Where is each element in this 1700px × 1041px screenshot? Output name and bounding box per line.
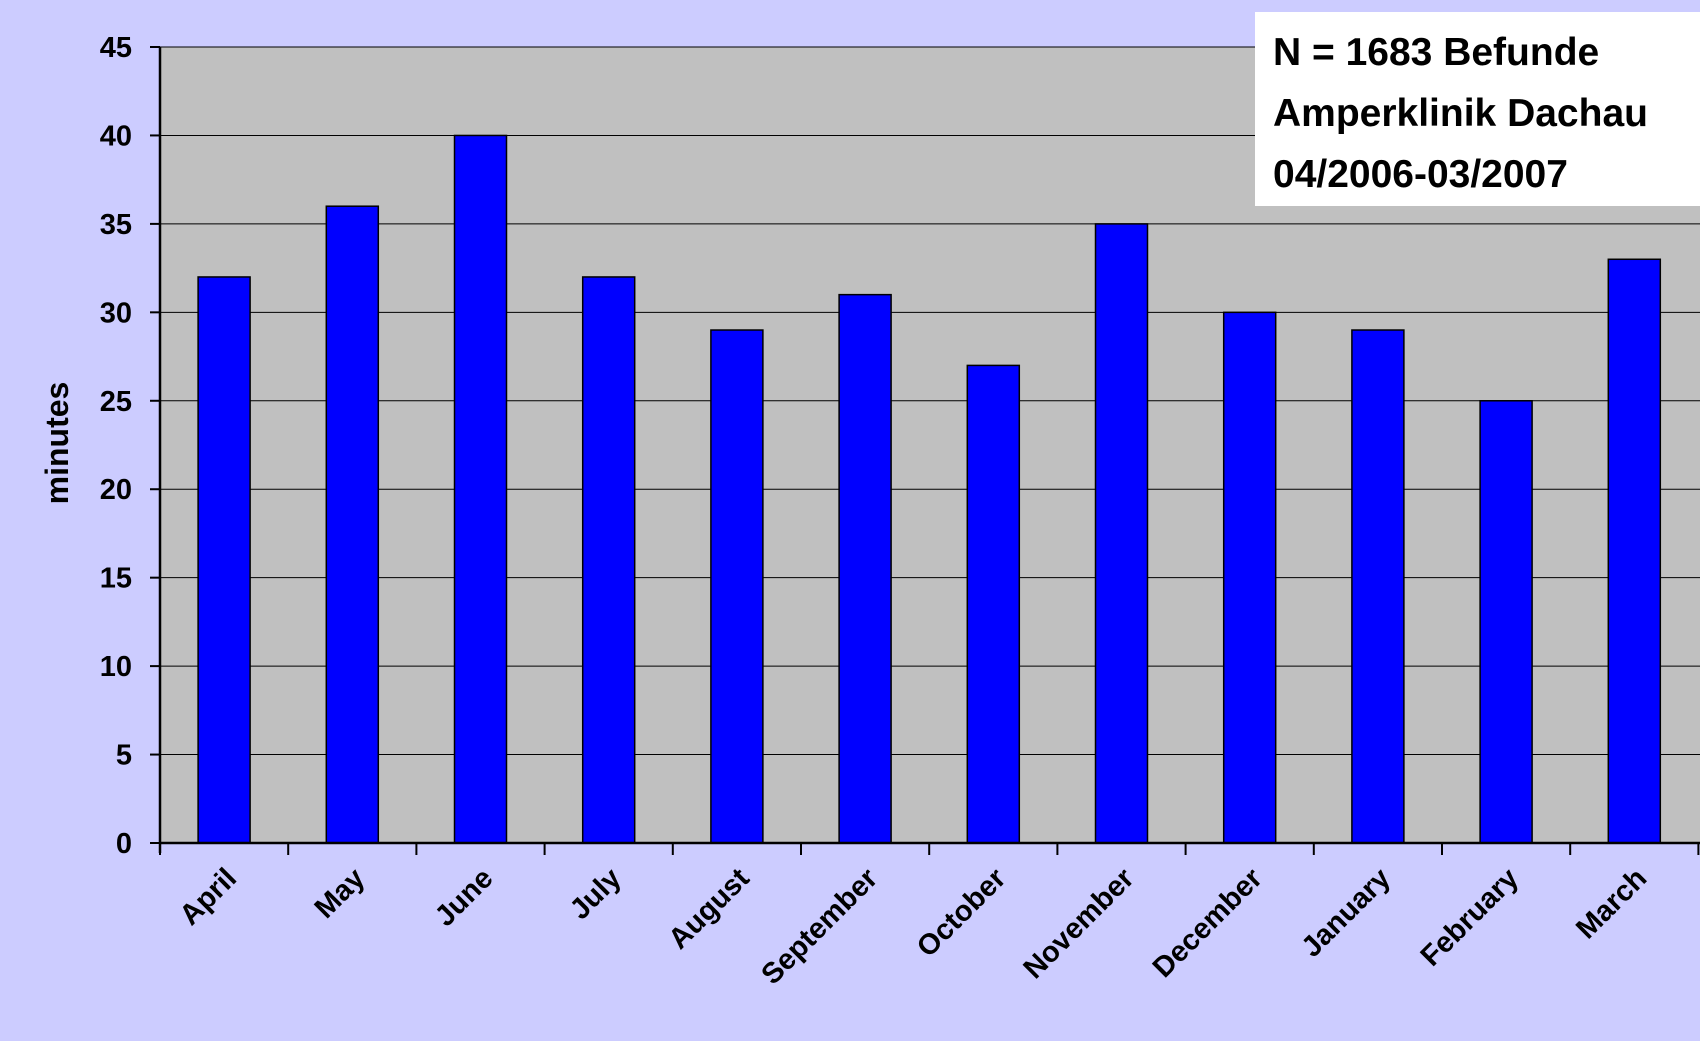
annotation-line-count: N = 1683 Befunde <box>1273 31 1600 74</box>
x-tick-label-july: July <box>564 862 628 926</box>
x-tick-label-november: November <box>1018 862 1141 985</box>
bar-june <box>453 134 508 844</box>
y-tick-label: 10 <box>100 651 132 683</box>
gridlines <box>160 46 1700 756</box>
bar-august <box>710 329 764 844</box>
x-tick-label-april: April <box>174 862 243 931</box>
annotation-line-period: 04/2006-03/2007 <box>1273 153 1568 196</box>
annotation-line-clinic: Amperklinik Dachau <box>1273 92 1648 135</box>
bar-december <box>1222 311 1277 844</box>
x-tick-label-march: March <box>1570 862 1653 945</box>
bar-april <box>197 276 251 844</box>
y-tick-label: 35 <box>100 209 132 241</box>
bar-november <box>1094 223 1149 844</box>
y-tick-labels: 0 5 10 15 20 25 30 35 40 45 <box>100 32 132 860</box>
bars <box>197 134 1662 844</box>
x-tick-label-may: May <box>309 862 372 925</box>
x-tick-label-august: August <box>663 862 756 955</box>
y-tick-label: 0 <box>116 828 132 860</box>
x-tick-label-january: January <box>1296 862 1397 963</box>
annotation-box: N = 1683 Befunde Amperklinik Dachau 04/2… <box>1255 12 1700 206</box>
x-tick-label-december: December <box>1147 862 1269 984</box>
bar-october <box>966 364 1021 844</box>
bar-march <box>1607 258 1662 844</box>
x-tick-label-september: September <box>755 862 884 991</box>
bar-february <box>1479 400 1533 844</box>
x-tick-label-february: February <box>1415 862 1525 972</box>
bar-july <box>581 276 636 844</box>
bar-january <box>1351 329 1405 844</box>
y-tick-label: 25 <box>100 386 132 418</box>
y-tick-label: 30 <box>100 297 132 329</box>
y-tick-label: 15 <box>100 563 132 595</box>
x-tick-labels: April May June July August September October No… <box>174 862 1654 991</box>
x-tick-label-june: June <box>429 862 499 932</box>
axes <box>150 46 1700 855</box>
bar-september <box>838 293 892 844</box>
y-tick-label: 45 <box>100 32 132 64</box>
y-tick-label: 40 <box>100 120 132 152</box>
y-tick-label: 5 <box>116 740 132 772</box>
bar-may <box>325 205 380 844</box>
x-tick-label-october: October <box>911 862 1012 963</box>
y-axis-title: minutes <box>39 382 75 505</box>
y-tick-label: 20 <box>100 474 132 506</box>
